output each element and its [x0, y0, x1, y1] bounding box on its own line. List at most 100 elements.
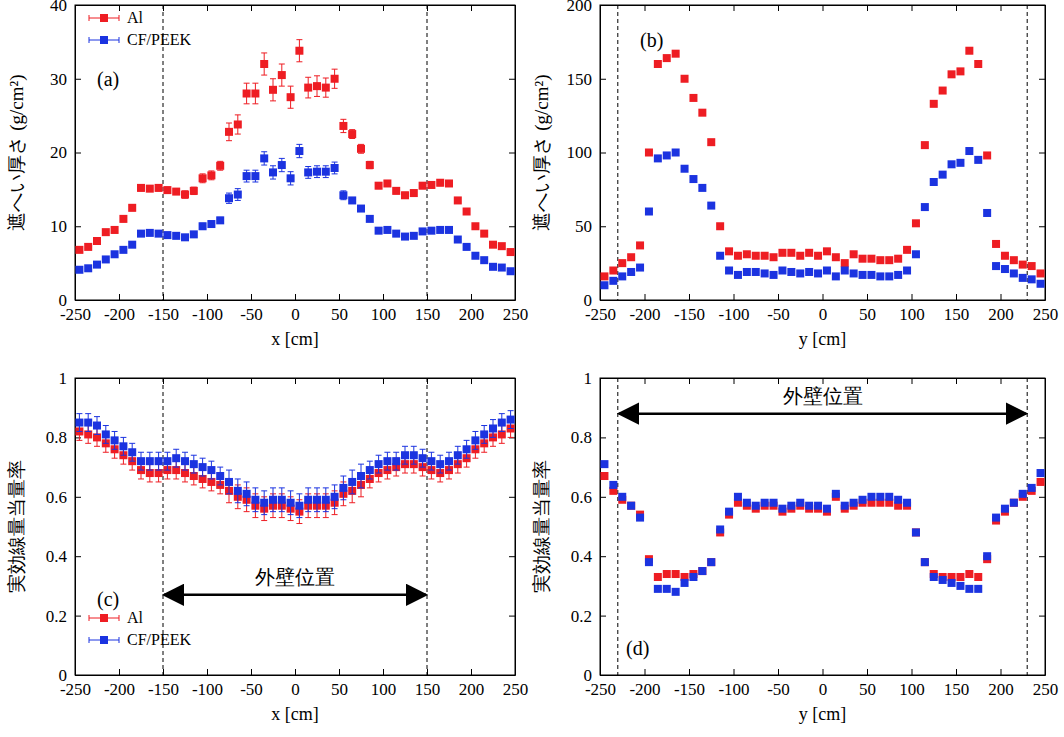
tick-label: 0 [819, 680, 828, 699]
data-point [814, 269, 822, 277]
error-bar [261, 491, 267, 515]
figure: -250-200-150-100-50050100150200250010203… [0, 0, 1064, 737]
legend-cap [89, 15, 119, 21]
data-point [600, 272, 608, 280]
data-point [137, 457, 145, 465]
tick-label: 0.4 [571, 547, 593, 566]
series [75, 420, 514, 524]
data-point [1010, 269, 1018, 277]
tick [383, 378, 384, 384]
data-point [939, 576, 947, 584]
tick: 0 [59, 666, 82, 685]
data-point [956, 67, 964, 75]
tick: 40 [50, 0, 81, 15]
data-point [921, 141, 929, 149]
data-point [859, 496, 867, 504]
data-point [146, 229, 154, 237]
data-point [207, 220, 215, 228]
tick-mark [600, 556, 606, 557]
tick-mark [600, 675, 606, 676]
axis-line [601, 675, 1046, 676]
legend-item: Al [89, 9, 144, 26]
tick [251, 378, 252, 384]
legend: AlCF/PEEK [89, 609, 191, 648]
data-point [383, 457, 391, 465]
tick: 0.8 [571, 428, 606, 447]
data-point [663, 151, 671, 159]
tick: 200 [988, 669, 1014, 699]
data-point [600, 281, 608, 289]
error-bar [349, 130, 355, 139]
data-point [645, 558, 653, 566]
data-point [627, 253, 635, 261]
data-point [752, 252, 760, 260]
data-point [645, 208, 653, 216]
data-point [111, 250, 119, 258]
tick-label: 50 [331, 680, 348, 699]
data-point [436, 179, 444, 187]
error-bar [384, 452, 390, 470]
data-point [419, 182, 427, 190]
tick [956, 5, 957, 11]
tick [689, 5, 690, 11]
tick-mark [383, 5, 384, 11]
tick [823, 378, 824, 384]
data-point [707, 558, 715, 566]
tick-mark [778, 294, 779, 300]
y-axis: 050100150200 [567, 0, 607, 310]
data-point [921, 558, 929, 566]
error-bar [191, 455, 197, 473]
data-point [216, 162, 224, 170]
data-point [102, 255, 110, 263]
tick: 0 [291, 294, 300, 324]
tick-mark [1039, 5, 1045, 6]
tick [689, 378, 690, 384]
tick [778, 5, 779, 11]
tick: 30 [50, 70, 81, 89]
data-point [716, 222, 724, 230]
reference-line [163, 5, 164, 300]
data-point [743, 250, 751, 258]
data-point [992, 514, 1000, 522]
error-bar [261, 152, 267, 165]
tick-mark [778, 669, 779, 675]
data-point [636, 514, 644, 522]
error-bar [191, 187, 197, 194]
tick-mark [295, 378, 296, 384]
data-point [859, 255, 867, 263]
data-point [770, 253, 778, 261]
data-point [823, 247, 831, 255]
tick-mark [75, 616, 81, 617]
tick-label: -150 [674, 305, 705, 324]
reference-line [427, 378, 428, 675]
tick: 10 [50, 217, 81, 236]
error-bar [235, 479, 241, 503]
tick [1001, 5, 1002, 11]
data-point [269, 86, 277, 94]
error-bar [323, 488, 329, 512]
error-bar [393, 452, 399, 470]
error-bar [279, 488, 285, 512]
tick-label: 0 [291, 680, 300, 699]
tick-label: 0 [59, 666, 68, 685]
tick: 0 [59, 291, 82, 310]
tick-label: 100 [899, 305, 925, 324]
data-point [225, 478, 233, 486]
data-point [761, 499, 769, 507]
data-point [128, 448, 136, 456]
tick-mark [956, 378, 957, 384]
data-point [876, 272, 884, 280]
tick [207, 378, 208, 384]
tick-mark [119, 669, 120, 675]
data-point [850, 499, 858, 507]
data-point [752, 268, 760, 276]
data-point [471, 436, 479, 444]
error-bar [252, 83, 258, 104]
data-point [155, 184, 163, 192]
data-point [912, 219, 920, 227]
legend-item: Al [89, 609, 144, 626]
tick-mark [912, 669, 913, 675]
data-point [823, 267, 831, 275]
data-point [463, 445, 471, 453]
tick-mark [75, 437, 81, 438]
